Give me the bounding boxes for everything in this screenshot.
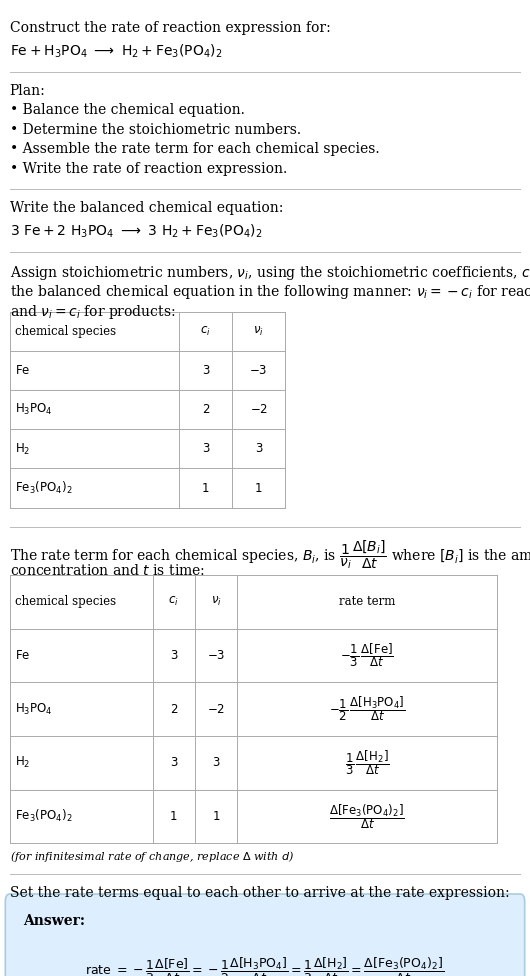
Text: $-2$: $-2$ <box>250 403 268 417</box>
Text: 3: 3 <box>213 756 220 769</box>
Text: 1: 1 <box>202 481 209 495</box>
Text: $\mathrm{3\ Fe + 2\ H_3PO_4 \ \longrightarrow \ 3\ H_2 + Fe_3(PO_4)_2}$: $\mathrm{3\ Fe + 2\ H_3PO_4 \ \longright… <box>10 223 262 240</box>
Text: (for infinitesimal rate of change, replace $\Delta$ with $d$): (for infinitesimal rate of change, repla… <box>10 849 294 864</box>
Text: $c_i$: $c_i$ <box>200 325 211 339</box>
Text: • Determine the stoichiometric numbers.: • Determine the stoichiometric numbers. <box>10 123 301 137</box>
Text: $\mathrm{H_2}$: $\mathrm{H_2}$ <box>15 441 30 457</box>
Text: $-3$: $-3$ <box>207 649 225 662</box>
Text: $\mathrm{Fe_3(PO_4)_2}$: $\mathrm{Fe_3(PO_4)_2}$ <box>15 480 72 496</box>
Text: 3: 3 <box>255 442 262 456</box>
Text: • Assemble the rate term for each chemical species.: • Assemble the rate term for each chemic… <box>10 142 379 156</box>
Text: 3: 3 <box>170 649 178 662</box>
Text: 3: 3 <box>202 364 209 378</box>
Text: • Write the rate of reaction expression.: • Write the rate of reaction expression. <box>10 162 287 176</box>
Text: $-\dfrac{1}{2}\,\dfrac{\Delta[\mathrm{H_3PO_4}]}{\Delta t}$: $-\dfrac{1}{2}\,\dfrac{\Delta[\mathrm{H_… <box>329 695 405 723</box>
Text: Assign stoichiometric numbers, $\nu_i$, using the stoichiometric coefficients, $: Assign stoichiometric numbers, $\nu_i$, … <box>10 264 530 281</box>
Text: • Balance the chemical equation.: • Balance the chemical equation. <box>10 103 244 117</box>
Text: concentration and $t$ is time:: concentration and $t$ is time: <box>10 563 205 578</box>
Text: 2: 2 <box>170 703 178 715</box>
Text: $\mathrm{H_2}$: $\mathrm{H_2}$ <box>15 755 30 770</box>
Text: Answer:: Answer: <box>23 914 85 927</box>
Text: 2: 2 <box>202 403 209 417</box>
Text: 1: 1 <box>213 810 220 823</box>
Text: $\mathrm{H_3PO_4}$: $\mathrm{H_3PO_4}$ <box>15 702 52 716</box>
Text: Write the balanced chemical equation:: Write the balanced chemical equation: <box>10 201 283 215</box>
Text: $\dfrac{\Delta[\mathrm{Fe_3(PO_4)_2}]}{\Delta t}$: $\dfrac{\Delta[\mathrm{Fe_3(PO_4)_2}]}{\… <box>329 802 405 831</box>
Text: 1: 1 <box>255 481 262 495</box>
Text: The rate term for each chemical species, $B_i$, is $\dfrac{1}{\nu_i}\dfrac{\Delt: The rate term for each chemical species,… <box>10 539 530 572</box>
Text: rate term: rate term <box>339 595 395 608</box>
Text: $-\dfrac{1}{3}\,\dfrac{\Delta[\mathrm{Fe}]}{\Delta t}$: $-\dfrac{1}{3}\,\dfrac{\Delta[\mathrm{Fe… <box>340 641 394 670</box>
Text: Construct the rate of reaction expression for:: Construct the rate of reaction expressio… <box>10 21 330 35</box>
Text: chemical species: chemical species <box>15 325 116 339</box>
Text: chemical species: chemical species <box>15 595 116 608</box>
Text: 1: 1 <box>170 810 178 823</box>
Text: $\mathrm{Fe}$: $\mathrm{Fe}$ <box>15 364 30 378</box>
Text: and $\nu_i = c_i$ for products:: and $\nu_i = c_i$ for products: <box>10 303 175 320</box>
Text: $-2$: $-2$ <box>207 703 225 715</box>
FancyBboxPatch shape <box>5 894 525 976</box>
Text: the balanced chemical equation in the following manner: $\nu_i = -c_i$ for react: the balanced chemical equation in the fo… <box>10 283 530 301</box>
Text: Set the rate terms equal to each other to arrive at the rate expression:: Set the rate terms equal to each other t… <box>10 886 509 900</box>
Text: 3: 3 <box>202 442 209 456</box>
Text: $c_i$: $c_i$ <box>169 595 179 608</box>
Text: $\nu_i$: $\nu_i$ <box>211 595 222 608</box>
Text: $\nu_i$: $\nu_i$ <box>253 325 264 339</box>
Text: $\mathrm{Fe_3(PO_4)_2}$: $\mathrm{Fe_3(PO_4)_2}$ <box>15 808 72 825</box>
Text: rate $= -\dfrac{1}{3}\dfrac{\Delta[\mathrm{Fe}]}{\Delta t}$$ = -\dfrac{1}{2}\dfr: rate $= -\dfrac{1}{3}\dfrac{\Delta[\math… <box>85 956 445 976</box>
Text: $-3$: $-3$ <box>250 364 268 378</box>
Text: $\mathrm{Fe}$: $\mathrm{Fe}$ <box>15 649 30 662</box>
Text: 3: 3 <box>170 756 178 769</box>
Text: $\mathrm{Fe + H_3PO_4 \ \longrightarrow \ H_2 + Fe_3(PO_4)_2}$: $\mathrm{Fe + H_3PO_4 \ \longrightarrow … <box>10 43 222 61</box>
Text: $\mathrm{H_3PO_4}$: $\mathrm{H_3PO_4}$ <box>15 402 52 418</box>
Text: Plan:: Plan: <box>10 84 45 98</box>
Text: $\dfrac{1}{3}\,\dfrac{\Delta[\mathrm{H_2}]}{\Delta t}$: $\dfrac{1}{3}\,\dfrac{\Delta[\mathrm{H_2… <box>345 749 390 777</box>
